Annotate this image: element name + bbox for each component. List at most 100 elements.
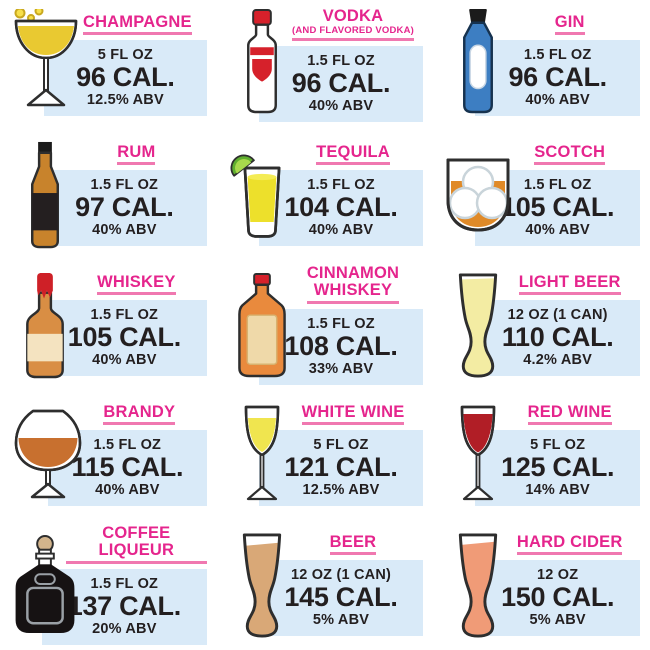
drink-title: RUM [117, 143, 156, 166]
abv: 12.5% ABV [86, 92, 164, 109]
drink-card-brandy: BRANDY 1.5 FL OZ 115 CAL. 40% ABV [0, 390, 217, 520]
drink-subtitle: (AND FLAVORED VODKA) [291, 24, 415, 36]
drink-title: BEER [329, 533, 377, 556]
abv: 40% ABV [95, 482, 160, 499]
abv: 20% ABV [92, 620, 157, 637]
abv: 12.5% ABV [302, 482, 380, 499]
hard-cider-glass-icon [459, 533, 498, 638]
abv: 40% ABV [308, 222, 374, 239]
drink-title: LIGHT BEER [518, 272, 621, 296]
abv: 40% ABV [92, 222, 157, 239]
drink-info: HARD CIDER 12 OZ 150 CAL. 5% ABV [475, 532, 646, 637]
drink-name: CINNAMON [306, 264, 400, 283]
drink-name: LIGHT BEER [518, 272, 621, 291]
stats-panel: 12 OZ 150 CAL. 5% ABV [475, 560, 640, 637]
serving-size: 5 FL OZ [313, 437, 369, 454]
light-beer-glass-icon [459, 273, 498, 378]
drink-card-rum: RUM 1.5 FL OZ 97 CAL. 40% ABV [0, 130, 217, 260]
drink-info: BRANDY 1.5 FL OZ 115 CAL. 40% ABV [48, 402, 213, 507]
abv: 33% ABV [308, 360, 374, 377]
drink-name: TEQUILA [316, 142, 390, 161]
serving-size: 1.5 FL OZ [307, 52, 375, 69]
drink-title: WHITE WINE [301, 402, 405, 426]
drink-name: VODKA [322, 7, 384, 26]
drink-name: BRANDY [103, 402, 176, 421]
abv: 40% ABV [308, 97, 374, 114]
gin-bottle-icon [463, 8, 494, 114]
stats-panel: 1.5 FL OZ 96 CAL. 40% ABV [475, 40, 640, 117]
drink-info: CHAMPAGNE 5 FL OZ 96 CAL. 12.5% ABV [44, 13, 213, 117]
cinnamon-whiskey-bottle-icon [237, 272, 286, 378]
calories: 145 CAL. [284, 582, 398, 613]
stats-panel: 12 OZ (1 CAN) 110 CAL. 4.2% ABV [475, 300, 640, 377]
drink-card-tequila: TEQUILA 1.5 FL OZ 104 CAL. 40% ABV [217, 130, 434, 260]
champagne-coupe-icon [14, 9, 78, 107]
beer-glass-icon [242, 533, 281, 638]
drink-icon-wrap [225, 262, 299, 388]
drink-card-cinnamon-whiskey: CINNAMON WHISKEY 1.5 FL OZ 108 CAL. 33% … [217, 260, 434, 390]
calories: 96 CAL. [291, 67, 391, 98]
serving-size: 1.5 FL OZ [90, 177, 159, 194]
serving-size: 1.5 FL OZ [307, 177, 375, 194]
drink-icon-wrap [225, 132, 299, 258]
drink-icon-wrap [225, 392, 299, 518]
stats-panel: 1.5 FL OZ 104 CAL. 40% ABV [258, 170, 424, 247]
coffee-liqueur-bottle-icon [15, 535, 75, 634]
abv: 4.2% ABV [523, 352, 593, 369]
drink-info: WHISKEY 1.5 FL OZ 105 CAL. 40% ABV [42, 273, 213, 377]
drink-icon-wrap [8, 392, 88, 518]
drink-info: WHITE WINE 5 FL OZ 121 CAL. 12.5% ABV [258, 402, 430, 507]
serving-size: 1.5 FL OZ [93, 437, 162, 454]
whiskey-bottle-icon [26, 272, 64, 379]
drink-info: RUM 1.5 FL OZ 97 CAL. 40% ABV [42, 143, 213, 247]
stats-panel: 1.5 FL OZ 105 CAL. 40% ABV [42, 300, 207, 377]
drink-card-hard-cider: HARD CIDER 12 OZ 150 CAL. 5% ABV [433, 520, 650, 650]
calories: 105 CAL. [501, 192, 615, 223]
stats-panel: 5 FL OZ 125 CAL. 14% ABV [475, 430, 640, 507]
drink-title: CHAMPAGNE [82, 13, 192, 36]
calories: 150 CAL. [501, 582, 615, 613]
serving-size: 12 OZ (1 CAN) [290, 567, 392, 584]
drink-name: WHITE WINE [301, 402, 405, 421]
drink-icon-wrap [441, 392, 515, 518]
drink-name: HARD CIDER [516, 532, 623, 551]
drink-icon-wrap [8, 262, 82, 388]
drink-card-scotch: SCOTCH 1.5 FL OZ 105 CAL. 40% ABV [433, 130, 650, 260]
drink-card-vodka: VODKA (AND FLAVORED VODKA) 1.5 FL OZ 96 … [217, 0, 434, 130]
tequila-shot-icon [230, 154, 281, 238]
serving-size: 12 OZ (1 CAN) [507, 307, 608, 324]
drink-icon-wrap [8, 132, 82, 258]
white-wine-glass-icon [244, 405, 279, 501]
stats-panel: 1.5 FL OZ 115 CAL. 40% ABV [48, 430, 207, 507]
drink-icon-wrap [441, 262, 515, 388]
calories: 108 CAL. [284, 330, 398, 361]
drink-title: VODKA (AND FLAVORED VODKA) [291, 7, 415, 41]
drink-title: RED WINE [527, 403, 612, 426]
drink-icon-wrap [8, 0, 84, 124]
calories: 121 CAL. [284, 452, 398, 483]
drink-info: COFFEE LIQUEUR 1.5 FL OZ 137 CAL. 20% AB… [42, 524, 213, 645]
drink-icon-wrap [441, 0, 515, 124]
serving-size: 12 OZ [537, 567, 579, 584]
calories: 97 CAL. [75, 192, 174, 223]
drink-icon-wrap [441, 522, 515, 648]
drink-icon-wrap [8, 522, 82, 648]
scotch-glass-icon [446, 158, 510, 232]
abv: 40% ABV [92, 352, 157, 369]
drink-card-light-beer: LIGHT BEER 12 OZ (1 CAN) 110 CAL. 4.2% A… [433, 260, 650, 390]
abv: 5% ABV [529, 612, 586, 629]
drink-name: GIN [554, 12, 585, 31]
drink-title: TEQUILA [316, 142, 390, 166]
calories: 137 CAL. [67, 590, 181, 621]
abv: 40% ABV [525, 92, 590, 109]
drink-name: COFFEE LIQUEUR [98, 524, 175, 559]
drink-info: GIN 1.5 FL OZ 96 CAL. 40% ABV [475, 12, 646, 117]
drink-icon-wrap [225, 522, 299, 648]
drink-info: BEER 12 OZ (1 CAN) 145 CAL. 5% ABV [258, 533, 430, 637]
abv: 40% ABV [525, 222, 590, 239]
drink-info: TEQUILA 1.5 FL OZ 104 CAL. 40% ABV [258, 142, 430, 247]
stats-panel: 1.5 FL OZ 97 CAL. 40% ABV [42, 170, 207, 247]
stats-panel: 5 FL OZ 96 CAL. 12.5% ABV [44, 40, 207, 117]
calories: 105 CAL. [67, 322, 181, 353]
